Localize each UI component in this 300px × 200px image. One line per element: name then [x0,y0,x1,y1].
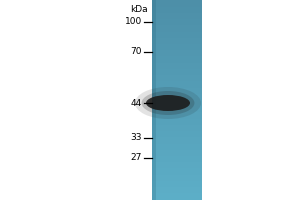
Text: 100: 100 [125,18,142,26]
Text: 44: 44 [131,98,142,108]
Bar [152,0,156,200]
Text: 33: 33 [130,134,142,142]
Ellipse shape [142,91,194,115]
Ellipse shape [135,87,201,119]
Text: 70: 70 [130,47,142,56]
Text: 27: 27 [130,154,142,162]
Ellipse shape [146,95,190,111]
Text: kDa: kDa [130,5,148,14]
